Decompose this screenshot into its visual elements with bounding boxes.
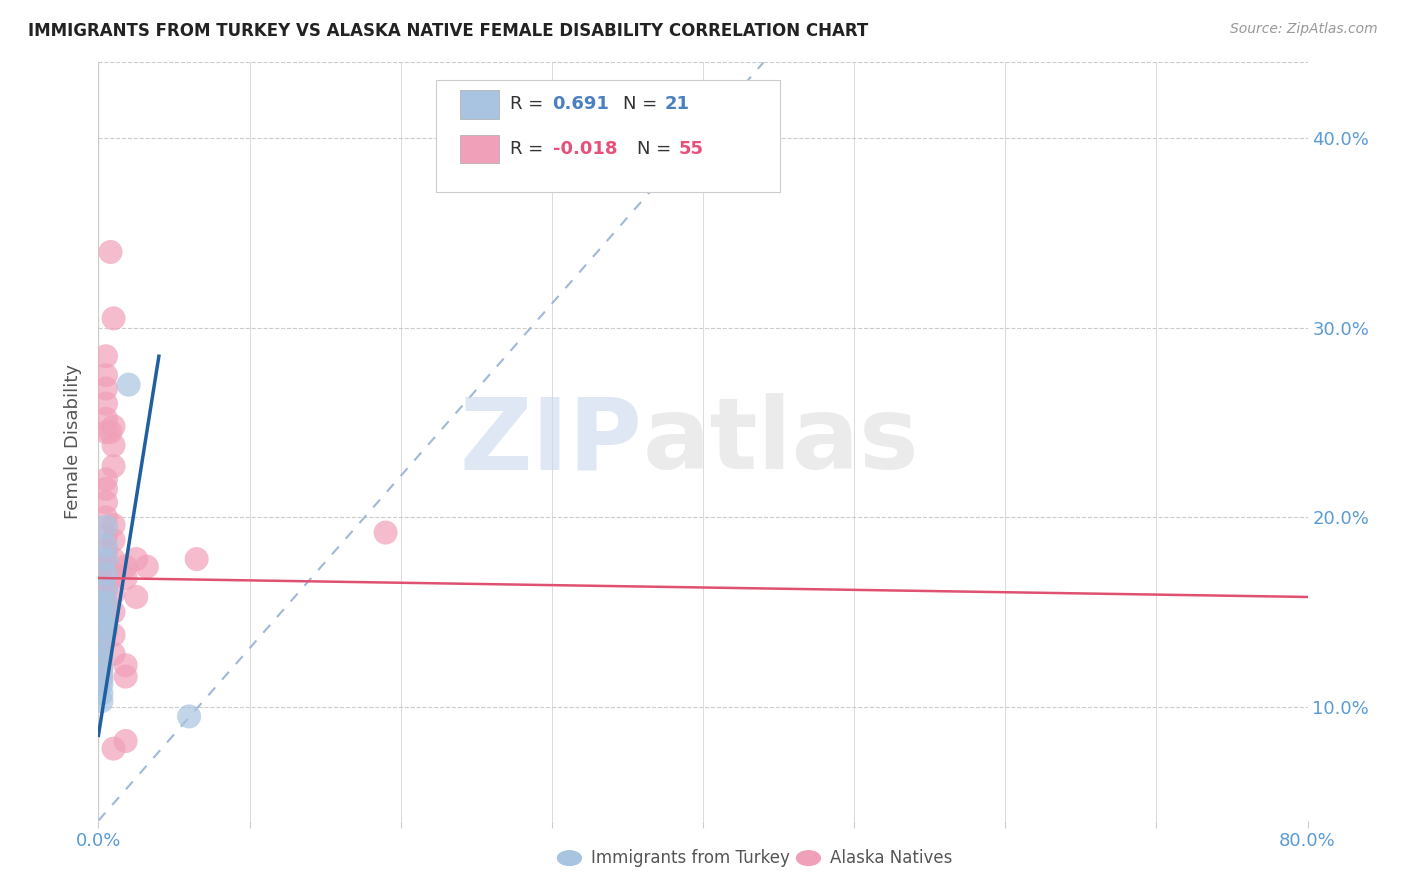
Point <box>135 559 157 574</box>
Text: Alaska Natives: Alaska Natives <box>830 849 952 867</box>
Point <box>94 552 117 566</box>
Point <box>100 244 122 259</box>
Point <box>90 639 112 653</box>
Text: ZIP: ZIP <box>460 393 643 490</box>
Point <box>100 425 122 439</box>
Point <box>90 558 112 572</box>
Text: N =: N = <box>637 140 671 158</box>
Text: N =: N = <box>623 95 657 113</box>
Point <box>103 552 125 566</box>
Point <box>90 633 112 648</box>
Point <box>179 709 201 723</box>
Point <box>103 628 125 642</box>
Point <box>103 311 125 326</box>
Point <box>94 520 117 534</box>
Text: 21: 21 <box>665 95 690 113</box>
Point <box>90 624 112 639</box>
Point <box>94 582 117 597</box>
Text: -0.018: -0.018 <box>553 140 617 158</box>
Point <box>90 609 112 624</box>
Point <box>94 567 117 582</box>
Text: Source: ZipAtlas.com: Source: ZipAtlas.com <box>1230 22 1378 37</box>
Point <box>114 734 136 748</box>
Point <box>94 425 117 439</box>
Point <box>90 618 112 632</box>
Text: atlas: atlas <box>643 393 920 490</box>
Point <box>94 396 117 410</box>
Point <box>103 647 125 661</box>
Text: R =: R = <box>510 140 544 158</box>
Y-axis label: Female Disability: Female Disability <box>65 364 83 519</box>
Point <box>103 438 125 452</box>
Point <box>94 382 117 396</box>
Text: R =: R = <box>510 95 544 113</box>
Point <box>94 558 117 572</box>
Point <box>103 567 125 582</box>
Text: 55: 55 <box>679 140 704 158</box>
Point <box>90 605 112 619</box>
Point <box>103 741 125 756</box>
Point <box>90 677 112 691</box>
Point <box>94 582 117 597</box>
Text: IMMIGRANTS FROM TURKEY VS ALASKA NATIVE FEMALE DISABILITY CORRELATION CHART: IMMIGRANTS FROM TURKEY VS ALASKA NATIVE … <box>28 22 869 40</box>
Point <box>103 533 125 548</box>
Point <box>90 571 112 585</box>
Point <box>94 495 117 509</box>
Point <box>90 582 112 597</box>
Point <box>94 624 117 639</box>
Text: 0.691: 0.691 <box>553 95 609 113</box>
Point <box>90 658 112 673</box>
Point <box>94 368 117 383</box>
Point <box>90 694 112 708</box>
Point <box>114 658 136 673</box>
Point <box>90 672 112 686</box>
Point <box>90 643 112 657</box>
Point <box>125 552 148 566</box>
Point <box>103 459 125 474</box>
Point <box>94 412 117 426</box>
Point <box>94 596 117 610</box>
Point <box>125 590 148 604</box>
Point <box>103 517 125 532</box>
Text: Immigrants from Turkey: Immigrants from Turkey <box>591 849 789 867</box>
Point <box>90 596 112 610</box>
Point <box>90 594 112 608</box>
Point <box>90 667 112 681</box>
Point <box>94 349 117 363</box>
Point <box>374 525 396 540</box>
Point <box>103 605 125 619</box>
Point <box>94 539 117 553</box>
Point <box>94 473 117 487</box>
Point <box>186 552 208 566</box>
Point <box>94 609 117 624</box>
Point <box>94 482 117 496</box>
Point <box>94 609 117 624</box>
Point <box>94 529 117 543</box>
Point <box>118 377 141 392</box>
Point <box>103 586 125 600</box>
Point <box>90 615 112 629</box>
Point <box>114 571 136 585</box>
Point <box>114 669 136 684</box>
Point <box>94 596 117 610</box>
Point <box>94 620 117 634</box>
Point <box>90 648 112 663</box>
Point <box>114 559 136 574</box>
Point <box>94 510 117 524</box>
Point <box>94 544 117 558</box>
Point <box>90 628 112 642</box>
Point <box>103 419 125 434</box>
Point <box>90 652 112 666</box>
Point <box>90 687 112 701</box>
Point <box>90 662 112 676</box>
